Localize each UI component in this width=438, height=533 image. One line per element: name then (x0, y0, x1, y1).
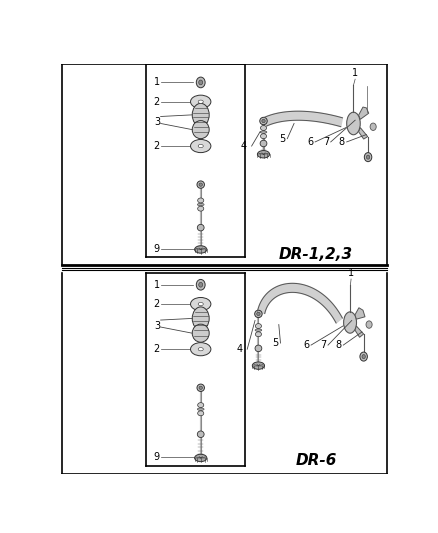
Text: 6: 6 (307, 137, 314, 147)
Text: 1: 1 (154, 280, 160, 290)
Text: 3: 3 (154, 321, 160, 331)
Ellipse shape (199, 183, 202, 186)
Ellipse shape (192, 324, 209, 342)
Ellipse shape (257, 312, 260, 316)
Polygon shape (355, 308, 365, 319)
Ellipse shape (258, 150, 270, 158)
Ellipse shape (261, 125, 267, 131)
Ellipse shape (192, 103, 209, 126)
Text: 2: 2 (154, 141, 160, 151)
Circle shape (366, 321, 372, 328)
Text: 6: 6 (303, 340, 309, 350)
Ellipse shape (197, 181, 205, 188)
Circle shape (366, 155, 370, 159)
Text: DR-6: DR-6 (296, 453, 337, 467)
Ellipse shape (191, 95, 211, 108)
Polygon shape (258, 284, 343, 323)
Text: 2: 2 (154, 344, 160, 354)
Ellipse shape (260, 131, 267, 133)
Ellipse shape (197, 408, 204, 410)
Ellipse shape (255, 324, 261, 328)
Ellipse shape (262, 119, 265, 123)
Text: 1: 1 (348, 268, 354, 278)
Ellipse shape (347, 112, 360, 135)
Polygon shape (359, 107, 369, 119)
Text: 8: 8 (336, 340, 342, 350)
Ellipse shape (198, 198, 204, 203)
Ellipse shape (191, 297, 211, 311)
Text: 7: 7 (320, 340, 326, 350)
Circle shape (370, 123, 376, 131)
Text: 4: 4 (237, 344, 243, 354)
Text: 8: 8 (339, 137, 345, 147)
Ellipse shape (255, 332, 261, 337)
Text: 9: 9 (154, 452, 160, 462)
Ellipse shape (198, 206, 204, 211)
Text: 1: 1 (154, 77, 160, 87)
Circle shape (364, 152, 372, 161)
Ellipse shape (198, 100, 203, 103)
Ellipse shape (260, 117, 267, 125)
Circle shape (199, 80, 203, 85)
Ellipse shape (197, 203, 204, 206)
Ellipse shape (199, 386, 202, 390)
Circle shape (199, 282, 203, 287)
Text: 4: 4 (240, 141, 247, 151)
Text: 5: 5 (272, 338, 279, 348)
Ellipse shape (191, 343, 211, 356)
Ellipse shape (197, 431, 204, 438)
Text: 5: 5 (279, 134, 286, 144)
Ellipse shape (198, 348, 203, 351)
Ellipse shape (344, 312, 357, 333)
Ellipse shape (192, 120, 209, 139)
Circle shape (196, 279, 205, 290)
Ellipse shape (198, 411, 204, 416)
Text: 2: 2 (154, 96, 160, 107)
Ellipse shape (197, 384, 205, 391)
Ellipse shape (255, 329, 262, 332)
Text: DR-1,2,3: DR-1,2,3 (279, 247, 353, 262)
Text: 7: 7 (323, 137, 329, 147)
Ellipse shape (255, 345, 262, 352)
Text: 1: 1 (352, 68, 358, 78)
Ellipse shape (197, 224, 204, 231)
Ellipse shape (252, 362, 265, 369)
Circle shape (362, 354, 365, 359)
Ellipse shape (260, 140, 267, 147)
Ellipse shape (191, 140, 211, 152)
Polygon shape (355, 326, 364, 337)
Ellipse shape (254, 310, 262, 318)
Ellipse shape (198, 144, 203, 148)
Ellipse shape (261, 134, 267, 139)
Ellipse shape (198, 402, 204, 408)
Ellipse shape (198, 302, 203, 306)
Polygon shape (264, 111, 343, 127)
Text: 9: 9 (154, 244, 160, 254)
Circle shape (196, 77, 205, 88)
Polygon shape (359, 127, 368, 139)
Text: 3: 3 (154, 117, 160, 127)
Text: 2: 2 (154, 299, 160, 309)
Ellipse shape (192, 307, 209, 330)
Ellipse shape (194, 246, 207, 253)
Circle shape (360, 352, 367, 361)
Ellipse shape (194, 454, 207, 462)
